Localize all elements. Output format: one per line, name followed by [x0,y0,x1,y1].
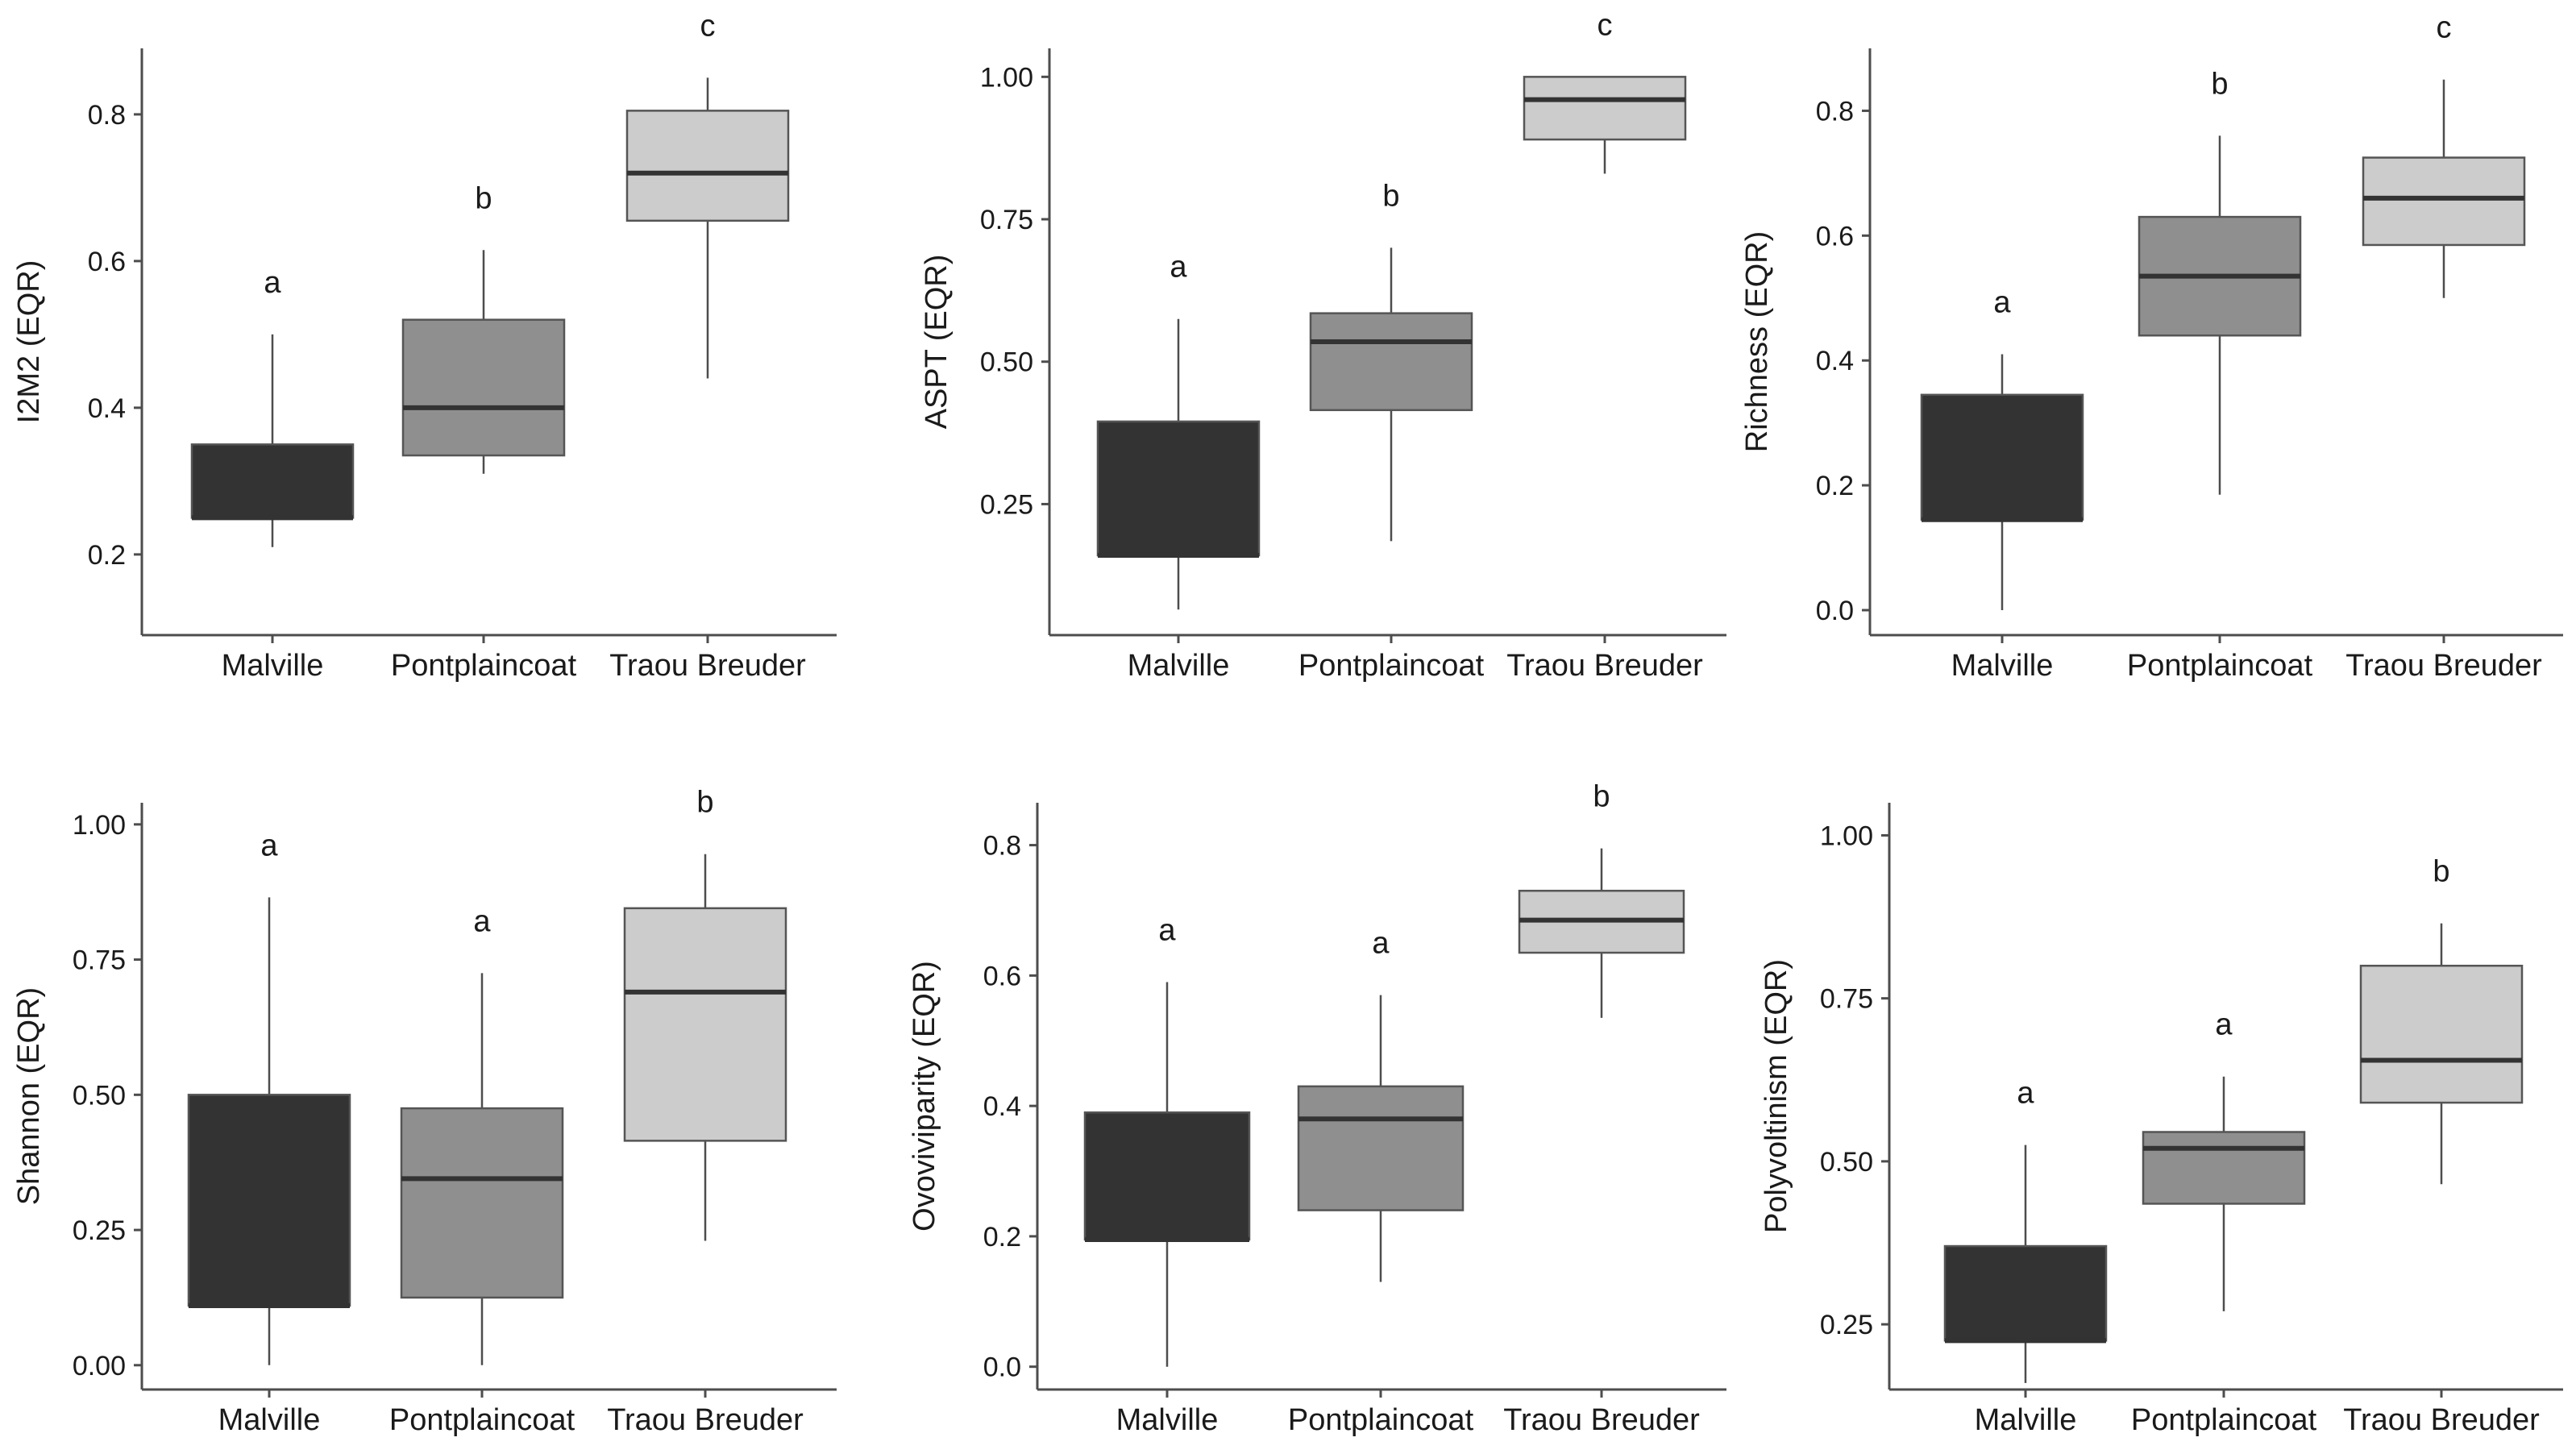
box-malville [1083,1111,1251,1241]
y-tick-label: 0.50 [980,347,1033,378]
y-tick-label: 0.0 [1816,596,1854,626]
box-traou-breuder [623,907,787,1142]
box-malville [190,443,355,519]
significance-letter-malville: a [264,266,281,300]
significance-letter-malville: a [2017,1077,2034,1111]
y-tick-label: 0.25 [980,489,1033,520]
y-tick-label: 0.8 [1816,96,1854,127]
y-tick-label: 0.0 [983,1352,1021,1383]
box-traou-breuder [625,110,790,222]
y-tick-label: 0.50 [1820,1147,1873,1178]
box-pontplaincoat [1297,1085,1465,1211]
x-tick-label-pontplaincoat: Pontplaincoat [391,649,577,683]
y-axis-label: Richness (EQR) [1740,231,1774,453]
y-tick-label: 0.2 [983,1222,1021,1253]
y-tick-label: 0.8 [88,100,126,131]
y-tick-label: 1.00 [73,810,126,841]
x-tick-label-pontplaincoat: Pontplaincoat [2131,1403,2317,1437]
box-pontplaincoat [1309,312,1473,412]
richness-boxplot-panel: 0.0 0.2 0.4 0.6 0.8 Richness (EQR) Malville a Po… [1740,11,2563,683]
y-tick-label: 0.4 [1816,346,1854,376]
i2m2-boxplot-panel: 0.2 0.4 0.6 0.8 I2M2 (EQR) Malville a Pontplain… [12,9,837,683]
x-tick-label-malville: Malville [1951,649,2054,683]
y-tick-label: 0.6 [88,247,126,277]
y-tick-label: 0.4 [88,393,126,424]
x-tick-label-pontplaincoat: Pontplaincoat [1298,649,1485,683]
x-tick-label-traou-breuder: Traou Breuder [609,649,806,683]
x-tick-label-malville: Malville [1128,649,1230,683]
box-pontplaincoat [401,318,566,457]
box-traou-breuder [2359,964,2524,1104]
y-axis-label: ASPT (EQR) [920,255,954,430]
significance-letter-pontplaincoat: a [2215,1008,2233,1042]
y-tick-label: 0.75 [980,205,1033,235]
box-malville [1943,1244,2108,1342]
y-tick-label: 0.2 [88,540,126,571]
significance-letter-traou-breuder: c [1598,8,1613,42]
y-tick-label: 0.75 [73,945,126,976]
y-tick-label: 0.75 [1820,984,1873,1015]
y-axis-label: Ovoviviparity (EQR) [908,961,941,1232]
x-tick-label-traou-breuder: Traou Breuder [1503,1403,1700,1437]
y-tick-label: 1.00 [980,62,1033,93]
y-tick-label: 0.25 [1820,1310,1873,1340]
x-tick-label-traou-breuder: Traou Breuder [2343,1403,2540,1437]
box-malville [1920,393,2084,521]
y-tick-label: 0.00 [73,1351,126,1381]
x-tick-label-traou-breuder: Traou Breuder [2345,649,2542,683]
significance-letter-pontplaincoat: a [1372,927,1390,961]
significance-letter-pontplaincoat: a [473,904,491,938]
y-tick-label: 0.25 [73,1215,126,1246]
x-tick-label-malville: Malville [1975,1403,2077,1437]
shannon-boxplot-panel: 0.00 0.25 0.50 0.75 1.00 Shannon (EQR) Malvill… [12,786,837,1437]
box-malville [1096,420,1261,557]
box-malville [187,1094,351,1307]
y-tick-label: 0.2 [1816,471,1854,501]
x-tick-label-malville: Malville [218,1403,321,1437]
significance-letter-traou-breuder: b [1593,780,1610,814]
significance-letter-pontplaincoat: b [2211,67,2228,101]
y-tick-label: 0.6 [983,961,1021,991]
box-pontplaincoat [2142,1131,2306,1205]
significance-letter-traou-breuder: c [2437,11,2452,45]
y-tick-label: 0.8 [983,831,1021,862]
x-tick-label-pontplaincoat: Pontplaincoat [389,1403,575,1437]
ovoviviparity-boxplot-panel: 0.0 0.2 0.4 0.6 0.8 Ovoviviparity (EQR) Malvil… [908,780,1726,1437]
x-tick-label-malville: Malville [1116,1403,1219,1437]
x-tick-label-pontplaincoat: Pontplaincoat [2127,649,2313,683]
significance-letter-malville: a [1170,251,1187,285]
significance-letter-traou-breuder: b [696,786,713,820]
x-tick-label-malville: Malville [222,649,324,683]
box-traou-breuder [1523,76,1687,141]
significance-letter-pontplaincoat: b [475,181,492,215]
significance-letter-pontplaincoat: b [1382,179,1399,213]
x-tick-label-pontplaincoat: Pontplaincoat [1288,1403,1474,1437]
y-tick-label: 0.6 [1816,221,1854,251]
box-pontplaincoat [400,1107,564,1299]
significance-letter-traou-breuder: c [700,9,716,43]
significance-letter-malville: a [260,829,278,862]
y-axis-label: Polyvoltinism (EQR) [1760,959,1793,1233]
y-axis-label: Shannon (EQR) [12,987,46,1205]
y-tick-label: 0.50 [73,1080,126,1111]
significance-letter-malville: a [1158,913,1176,947]
x-tick-label-traou-breuder: Traou Breuder [1506,649,1703,683]
significance-letter-malville: a [1993,285,2011,319]
x-tick-label-traou-breuder: Traou Breuder [607,1403,804,1437]
significance-letter-traou-breuder: b [2433,855,2449,889]
aspt-boxplot-panel: 0.25 0.50 0.75 1.00 ASPT (EQR) Malville a Pontp… [920,8,1726,683]
y-tick-label: 1.00 [1820,820,1873,851]
box-traou-breuder [2362,156,2526,247]
y-axis-label: I2M2 (EQR) [12,260,46,424]
y-tick-label: 0.4 [983,1091,1021,1122]
polyvoltinism-boxplot-panel: 0.25 0.50 0.75 1.00 Polyvoltinism (EQR) Malvi… [1760,803,2563,1437]
